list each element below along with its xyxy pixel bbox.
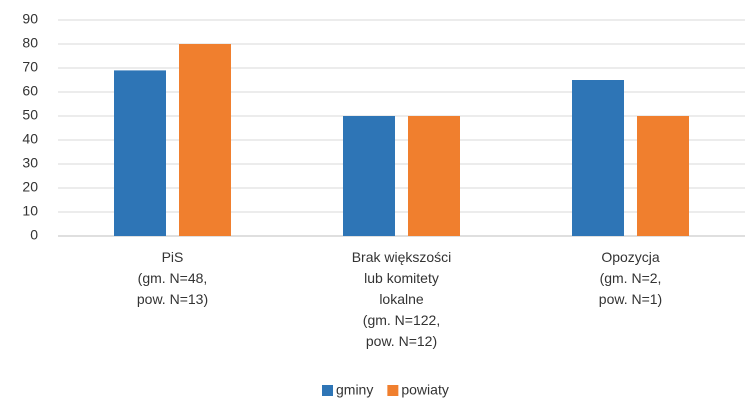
legend-label: gminy [336,382,373,398]
x-tick-label-line: pow. N=13) [137,291,208,307]
y-tick-label: 0 [30,227,38,243]
x-tick-label-line: Opozycja [601,249,660,265]
y-tick-label: 60 [22,83,38,99]
x-tick-label-line: pow. N=1) [599,291,662,307]
legend-swatch [387,385,399,396]
x-tick-label-line: Brak większości [352,249,452,265]
bar [408,116,460,236]
bar [179,44,231,236]
x-tick-label-line: lub komitety [364,270,439,286]
bar [637,116,689,236]
y-tick-label: 90 [22,11,38,27]
bar [114,70,166,237]
x-tick-label: Brak większości lub komitety lokalne (gm. N… [352,249,452,349]
x-tick-label-line: (gm. N=122, [363,312,440,328]
x-tick-label-line: (gm. N=48, [138,270,208,286]
x-tick-label-line: PiS [162,249,184,265]
y-tick-label: 80 [22,35,38,51]
y-tick-label: 70 [22,59,38,75]
y-tick-label: 30 [22,155,38,171]
bar [343,116,395,236]
y-tick-label: 40 [22,131,38,147]
legend-swatch [322,385,333,396]
x-tick-label-line: pow. N=12) [366,333,437,349]
y-tick-label: 50 [22,107,38,123]
x-tick-label: PiS (gm. N=48, pow. N=13) [137,249,208,307]
bar [572,80,624,236]
x-tick-label-line: (gm. N=2, [600,270,662,286]
x-tick-label-line: lokalne [379,291,424,307]
y-tick-label: 10 [22,203,38,219]
y-tick-label: 20 [22,179,38,195]
legend-label: powiaty [401,382,448,398]
x-tick-label: Opozycja (gm. N=2, pow. N=1) [599,249,662,307]
